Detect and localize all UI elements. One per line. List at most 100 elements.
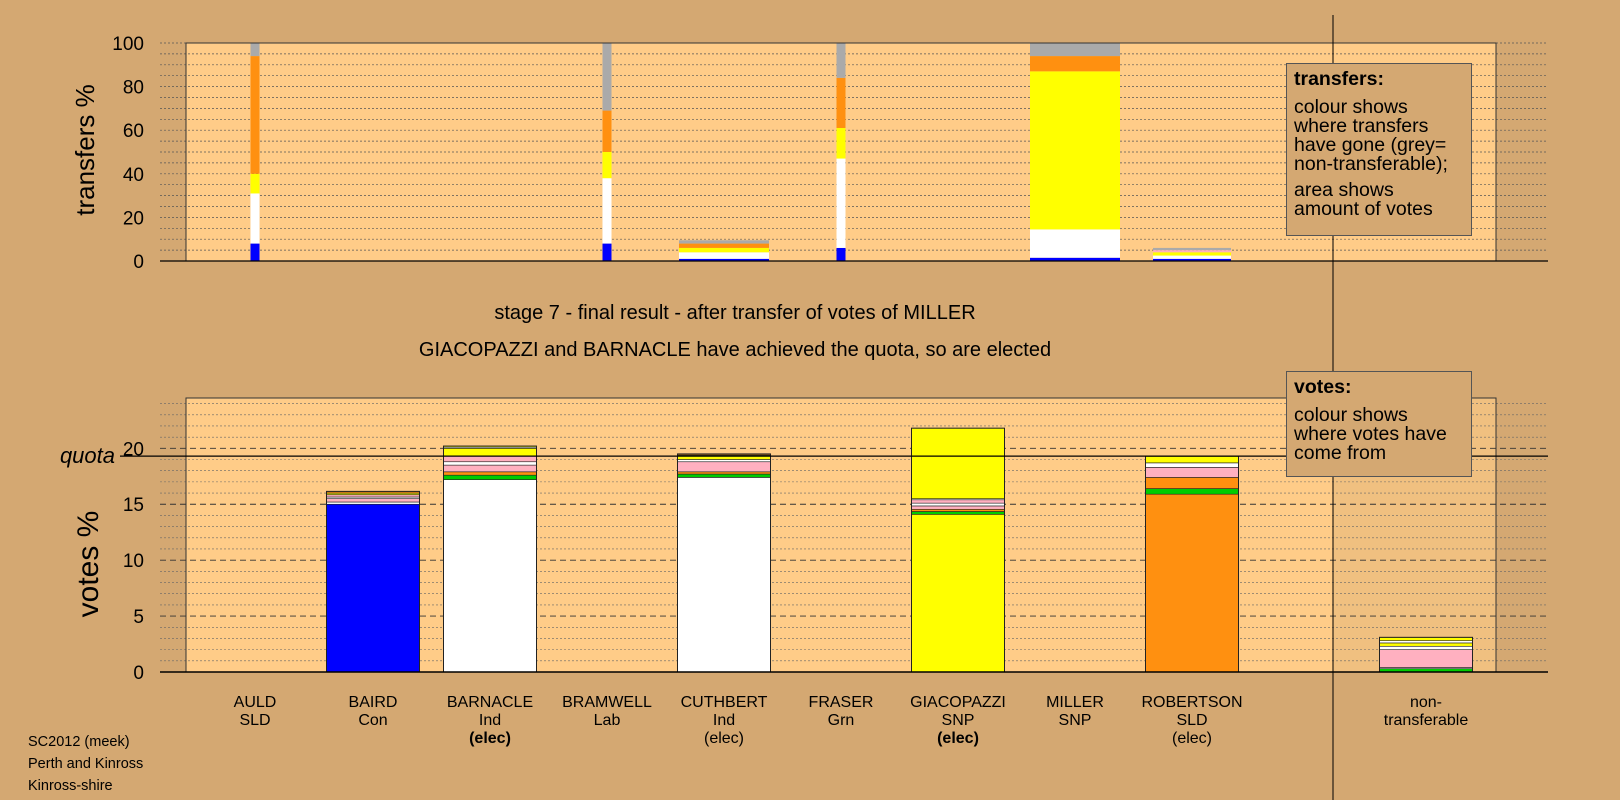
transfer-bar-segment [602, 152, 612, 179]
transfer-bar-segment [836, 128, 846, 159]
category-name: CUTHBERT [681, 694, 768, 711]
votes-tick-label: 20 [123, 439, 144, 460]
transfer-bar-segment [679, 247, 769, 253]
votes-legend-text: colour shows where votes have come from [1294, 404, 1447, 464]
category-party: Con [358, 712, 387, 729]
vote-bar-segment [443, 474, 537, 480]
category-name: BRAMWELL [562, 694, 652, 711]
transfers-legend-text-1: colour shows where transfers have gone (… [1294, 96, 1448, 175]
vote-bar-segment [326, 501, 420, 505]
vote-bar-segment [1379, 640, 1473, 644]
tick-labels: 0 20 40 60 80 100 0 5 10 15 20 [112, 34, 144, 684]
transfers-legend-title: transfers: [1294, 68, 1384, 90]
transfer-bar-segment [1030, 43, 1120, 57]
transfer-bar-fraser [836, 43, 846, 261]
stage-caption: stage 7 - final result - after transfer … [494, 302, 976, 324]
transfers-legend-text-2: area shows amount of votes [1294, 179, 1433, 220]
category-name: non- [1410, 694, 1442, 711]
vote-bar-segment [1145, 467, 1239, 478]
category-name: transferable [1384, 712, 1469, 729]
votes-tick-label: 5 [133, 607, 144, 628]
category-status: (elec) [469, 730, 511, 747]
vote-bar-segment [1379, 645, 1473, 650]
category-name: AULD [234, 694, 277, 711]
transfers-tick-label: 100 [112, 34, 144, 55]
transfer-bar-segment [250, 173, 260, 194]
votes-legend-title: votes: [1294, 376, 1352, 398]
transfer-bar-segment [1030, 56, 1120, 72]
vote-bar-segment [911, 514, 1005, 673]
vote-bar-segment [443, 471, 537, 476]
vote-bar-segment [677, 473, 771, 478]
transfer-bar-segment [1153, 255, 1231, 259]
category-name: GIACOPAZZI [910, 694, 1006, 711]
vote-bar-segment [911, 502, 1005, 507]
transfer-bar-segment [1030, 257, 1120, 261]
category-party: Grn [828, 712, 855, 729]
transfer-bar-segment [1030, 71, 1120, 230]
footer-line-1: SC2012 (meek) [28, 734, 130, 750]
transfer-bar-segment [1153, 258, 1231, 261]
transfer-bar-segment [250, 56, 260, 174]
vote-bar-segment [911, 511, 1005, 515]
transfer-bar-segment [679, 252, 769, 259]
vote-bar-segment [677, 461, 771, 473]
vote-bar-segment [443, 479, 537, 673]
vote-bar-segment [1379, 637, 1473, 641]
transfers-axis-label: transfers % [70, 84, 100, 216]
vote-bar-segment [677, 477, 771, 673]
votes-gridlines [160, 403, 1548, 662]
vote-bar-segment [911, 427, 1005, 499]
vote-bar-segment [1145, 488, 1239, 495]
transfers-legend: transfers: colour shows where transfers … [1286, 63, 1472, 236]
category-name: ROBERTSON [1141, 694, 1242, 711]
footer-line-3: Kinross-shire [28, 778, 113, 794]
vote-bar-segment [911, 505, 1005, 510]
vote-bar-barnacle [443, 445, 537, 673]
category-party: SNP [942, 712, 975, 729]
vote-bar-segment [443, 461, 537, 466]
vote-bar-segment [1379, 649, 1473, 668]
transfers-tick-label: 80 [123, 78, 144, 99]
vote-bar-giacopazzi [911, 427, 1005, 673]
vote-bar-segment [1145, 493, 1239, 673]
transfer-bar-segment [250, 193, 260, 244]
category-labels: AULDSLDBAIRDConBARNACLEInd(elec)BRAMWELL… [234, 694, 1469, 747]
transfer-bar-segment [602, 43, 612, 111]
transfer-bar-segment [679, 258, 769, 261]
footer-line-2: Perth and Kinross [28, 756, 144, 772]
votes-tick-label: 15 [123, 495, 144, 516]
category-status: (elec) [937, 730, 979, 747]
category-party: SNP [1059, 712, 1092, 729]
transfer-bar-segment [602, 110, 612, 152]
transfer-bar-segment [679, 240, 769, 244]
votes-axis-label: votes % [72, 511, 105, 618]
transfer-bar-segment [836, 247, 846, 261]
category-status: (elec) [1172, 730, 1212, 747]
vote-bar-segment [443, 455, 537, 463]
transfer-bar-segment [1153, 252, 1231, 256]
category-party: SLD [1176, 712, 1207, 729]
vote-bar-segment [443, 448, 537, 457]
transfer-bar-segment [250, 43, 260, 57]
vote-bar-segment [677, 459, 771, 463]
transfer-bar-segment [836, 43, 846, 78]
transfer-bar-segment [1153, 250, 1231, 253]
vote-bar-segment [1145, 462, 1239, 468]
vote-bar-segment [326, 494, 420, 498]
transfer-bar-segment [602, 178, 612, 244]
vote-bar-segment [1145, 477, 1239, 489]
transfer-bar-segment [1030, 229, 1120, 258]
vote-bar-segment [1145, 455, 1239, 464]
category-name: BAIRD [349, 694, 398, 711]
transfer-bar-miller [1030, 43, 1120, 261]
category-status: (elec) [704, 730, 744, 747]
vote-bar-segment [443, 464, 537, 473]
category-party: Lab [594, 712, 621, 729]
transfer-bar-segment [1153, 247, 1231, 251]
transfer-bar-robertson [1153, 247, 1231, 261]
category-party: Ind [479, 712, 501, 729]
footer: SC2012 (meek) Perth and Kinross Kinross-… [28, 731, 143, 797]
transfer-bar-segment [602, 243, 612, 261]
